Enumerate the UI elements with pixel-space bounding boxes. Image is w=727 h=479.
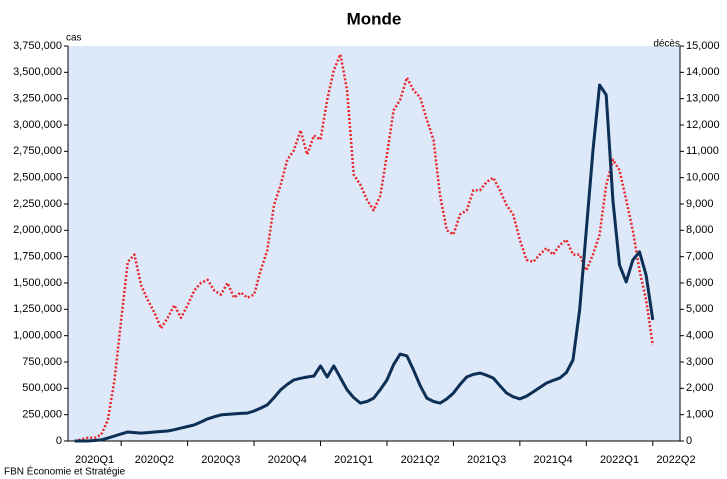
y-tick-label: 2,250,000	[13, 198, 62, 210]
y2-tick-label: 4,000	[686, 330, 714, 342]
x-tick-label: 2021Q4	[534, 454, 573, 466]
y2-tick-label: 0	[686, 435, 692, 447]
x-tick-label: 2022Q2	[656, 454, 695, 466]
x-tick-label: 2021Q3	[467, 454, 506, 466]
y2-tick-label: 7,000	[686, 251, 714, 263]
y-tick-label: 1,500,000	[13, 277, 62, 289]
y-tick-label: 3,500,000	[13, 66, 62, 78]
y2-tick-label: 9,000	[686, 198, 714, 210]
x-tick-label: 2020Q2	[135, 454, 174, 466]
source: FBN Économie et Stratégie	[4, 465, 126, 478]
x-tick-label: 2022Q1	[600, 454, 639, 466]
y2-tick-label: 13,000	[686, 93, 720, 105]
x-tick-label: 2021Q1	[334, 454, 373, 466]
y2-tick-label: 15,000	[686, 40, 720, 52]
y-tick-label: 750,000	[22, 356, 62, 368]
y-tick-label: 250,000	[22, 409, 62, 421]
y2-tick-label: 14,000	[686, 66, 720, 78]
y-tick-label: 0	[56, 435, 62, 447]
y2-tick-label: 10,000	[686, 172, 720, 184]
y-tick-label: 500,000	[22, 382, 62, 394]
series-line	[74, 53, 655, 443]
chart-title: Monde	[347, 9, 402, 28]
y-tick-label: 2,500,000	[13, 172, 62, 184]
y-axis-label: cas	[66, 33, 82, 44]
x-tick-label: 2020Q3	[201, 454, 240, 466]
y2-tick-label: 2,000	[686, 382, 714, 394]
y-tick-label: 3,250,000	[13, 93, 62, 105]
x-tick-label: 2020Q1	[75, 454, 114, 466]
y2-tick-label: 11,000	[686, 145, 719, 157]
y2-tick-label: 12,000	[686, 119, 720, 131]
y-tick-label: 1,750,000	[13, 251, 62, 263]
y-tick-label: 2,750,000	[13, 145, 62, 157]
y2-axis-label: décès	[653, 39, 680, 50]
series-line	[74, 83, 655, 443]
y2-tick-label: 8,000	[686, 224, 714, 236]
y2-tick-label: 1,000	[686, 409, 714, 421]
y-tick-label: 1,250,000	[13, 303, 62, 315]
y2-tick-label: 6,000	[686, 277, 714, 289]
y-tick-label: 3,750,000	[13, 40, 62, 52]
y-tick-label: 2,000,000	[13, 224, 62, 236]
y2-tick-label: 5,000	[686, 303, 714, 315]
plot-area	[68, 46, 680, 441]
y-tick-label: 3,000,000	[13, 119, 62, 131]
x-tick-label: 2020Q4	[268, 454, 307, 466]
y-tick-label: 1,000,000	[13, 330, 62, 342]
x-tick-label: 2021Q2	[401, 454, 440, 466]
y2-tick-label: 3,000	[686, 356, 714, 368]
